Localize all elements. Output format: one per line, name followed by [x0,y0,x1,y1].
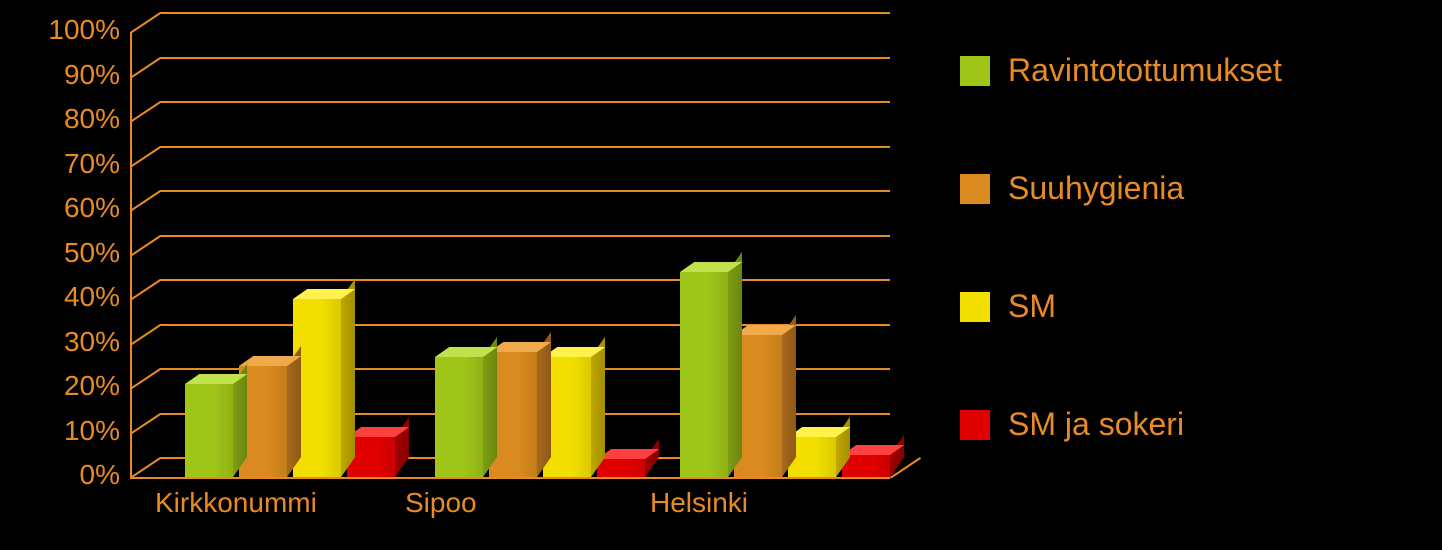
legend-item: SM [960,288,1056,325]
y-tick-label: 10% [20,415,120,447]
gridline [160,235,890,239]
bar [435,357,483,477]
y-tick-label: 20% [20,370,120,402]
legend-item: Suuhygienia [960,170,1184,207]
chart-plot-area [130,32,890,477]
bar [597,459,645,477]
gridline [160,57,890,61]
legend-item: Ravintotottumukset [960,52,1282,89]
legend-label: Suuhygienia [1008,170,1184,207]
y-tick-label: 50% [20,237,120,269]
bar [680,272,728,477]
gridline [160,146,890,150]
legend-swatch [960,174,990,204]
y-tick-label: 0% [20,459,120,491]
legend-swatch [960,56,990,86]
y-tick-label: 40% [20,281,120,313]
gridline [160,279,890,283]
gridline [160,190,890,194]
legend-label: SM [1008,288,1056,325]
legend-swatch [960,292,990,322]
gridline [160,101,890,105]
y-tick-label: 100% [20,14,120,46]
y-tick-label: 70% [20,148,120,180]
legend-swatch [960,410,990,440]
x-category-label: Kirkkonummi [155,487,375,519]
y-tick-label: 90% [20,59,120,91]
gridline [160,12,890,16]
y-tick-label: 80% [20,103,120,135]
legend-label: SM ja sokeri [1008,406,1184,443]
x-category-label: Sipoo [405,487,625,519]
y-tick-label: 60% [20,192,120,224]
legend-item: SM ja sokeri [960,406,1184,443]
bar [185,384,233,477]
x-category-label: Helsinki [650,487,870,519]
legend-label: Ravintotottumukset [1008,52,1282,89]
y-tick-label: 30% [20,326,120,358]
